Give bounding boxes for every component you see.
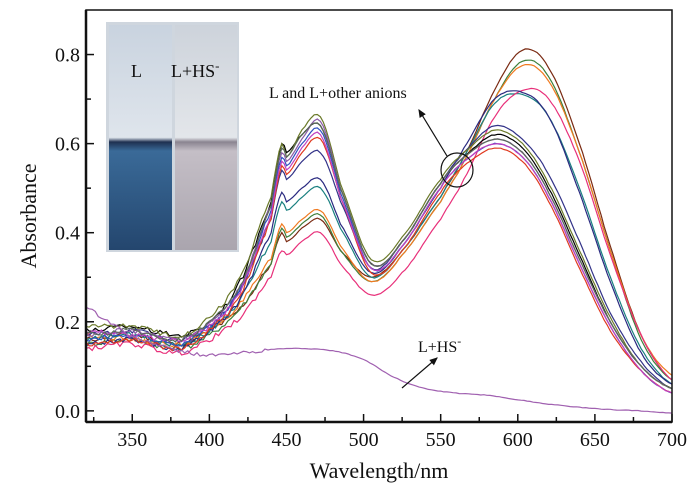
y-tick-label: 0.4 xyxy=(55,223,80,245)
x-tick-label: 700 xyxy=(657,429,687,451)
y-tick-label: 0.2 xyxy=(55,312,80,334)
inset-label-l: L xyxy=(131,61,142,81)
x-tick-label: 500 xyxy=(349,429,379,451)
spectrum-line-l-hs xyxy=(85,306,673,414)
x-tick-label: 600 xyxy=(503,429,533,451)
hs-annotation: L+HS- xyxy=(418,334,461,356)
x-tick-label: 550 xyxy=(426,429,456,451)
spectrum-line-12 xyxy=(85,136,673,394)
y-tick-label: 0.0 xyxy=(55,401,80,423)
spectrum-line-6 xyxy=(85,90,673,385)
cuvette-l xyxy=(109,25,172,250)
spectrum-line-5 xyxy=(85,87,673,381)
x-axis-label: Wavelength/nm xyxy=(310,458,449,483)
y-tick-label: 0.6 xyxy=(55,134,80,156)
anions-annotation: L and L+other anions xyxy=(269,85,407,102)
spectrum-line-14 xyxy=(85,122,673,390)
x-tick-label: 350 xyxy=(117,429,147,451)
axes: 350 400 450 500 550 600 650 700 0.0 0.2 0.4 0.6 0.8 xyxy=(55,9,687,451)
y-axis-label: Absorbance xyxy=(16,163,41,268)
x-tick-label: 450 xyxy=(271,429,301,451)
spectra-curves xyxy=(85,48,673,414)
spectrum-line-4 xyxy=(85,93,673,385)
cuvette-l-hs xyxy=(175,25,237,250)
x-tick-label: 650 xyxy=(580,429,610,451)
inset-photo: L L+HS- xyxy=(106,22,239,252)
isosbestic-circle xyxy=(440,152,474,188)
annotations: L and L+other anions L+HS- xyxy=(269,85,474,389)
hs-arrow xyxy=(401,357,438,389)
spectrum-line-7 xyxy=(86,124,673,390)
anions-arrow xyxy=(418,108,448,157)
spectrum-line-9 xyxy=(85,113,673,390)
x-tick-label: 400 xyxy=(194,429,224,451)
spectrum-line-13 xyxy=(85,131,673,394)
inset-label-l-hs: L+HS- xyxy=(171,58,220,81)
y-tick-label: 0.8 xyxy=(55,45,80,67)
